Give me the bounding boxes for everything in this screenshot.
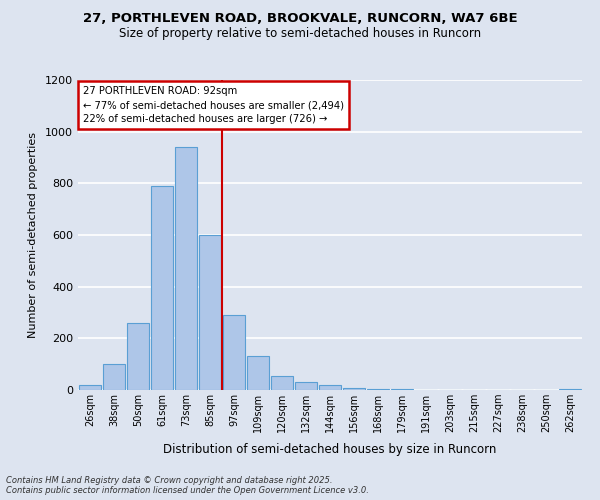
Bar: [223, 315, 245, 390]
Text: Size of property relative to semi-detached houses in Runcorn: Size of property relative to semi-detach…: [119, 28, 481, 40]
Y-axis label: Number of semi-detached properties: Number of semi-detached properties: [28, 132, 38, 338]
Bar: [127, 323, 149, 390]
Text: 27, PORTHLEVEN ROAD, BROOKVALE, RUNCORN, WA7 6BE: 27, PORTHLEVEN ROAD, BROOKVALE, RUNCORN,…: [83, 12, 517, 26]
X-axis label: Distribution of semi-detached houses by size in Runcorn: Distribution of semi-detached houses by …: [163, 444, 497, 456]
Bar: [247, 356, 269, 390]
Text: 27 PORTHLEVEN ROAD: 92sqm
← 77% of semi-detached houses are smaller (2,494)
22% : 27 PORTHLEVEN ROAD: 92sqm ← 77% of semi-…: [83, 86, 344, 124]
Bar: [151, 186, 173, 390]
Bar: [367, 389, 389, 390]
Bar: [295, 382, 317, 390]
Text: Contains HM Land Registry data © Crown copyright and database right 2025.
Contai: Contains HM Land Registry data © Crown c…: [6, 476, 369, 495]
Bar: [79, 385, 101, 390]
Bar: [319, 386, 341, 390]
Bar: [175, 147, 197, 390]
Bar: [199, 235, 221, 390]
Bar: [271, 376, 293, 390]
Bar: [559, 388, 581, 390]
Bar: [103, 364, 125, 390]
Bar: [343, 388, 365, 390]
